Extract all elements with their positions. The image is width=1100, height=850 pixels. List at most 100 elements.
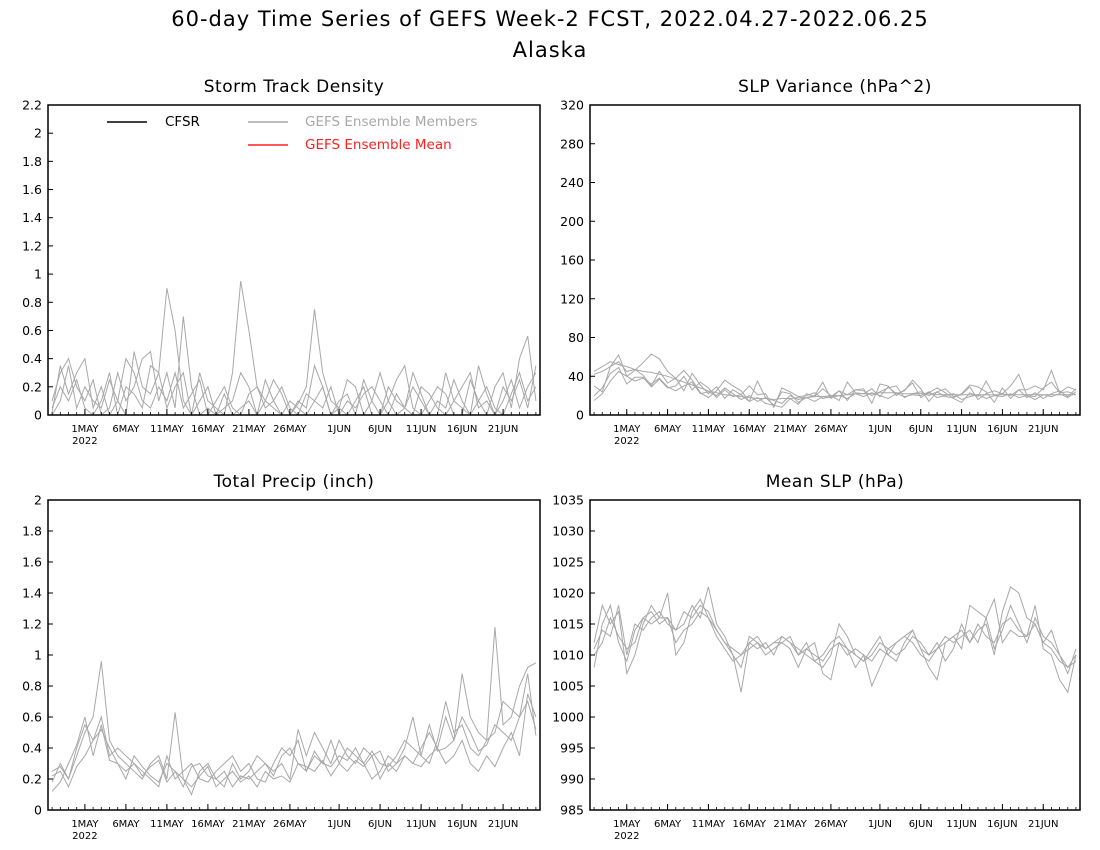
x-tick-label: 16MAY: [191, 424, 225, 435]
y-tick-label: 0.8: [22, 679, 42, 694]
legend-label-cfsr: CFSR: [165, 114, 200, 130]
x-tick-label: 11MAY: [150, 819, 184, 830]
y-tick-label: 2: [34, 126, 42, 141]
y-tick-label: 1.8: [22, 524, 42, 539]
y-tick-label: 990: [560, 772, 584, 787]
x-tick-label: 21MAY: [773, 819, 807, 830]
y-tick-label: 0: [576, 408, 584, 423]
y-tick-label: 1005: [552, 679, 584, 694]
x-tick-label: 11MAY: [692, 424, 726, 435]
x-tick-label: 1JUN: [868, 819, 892, 830]
y-tick-label: 1.2: [22, 238, 42, 253]
y-tick-label: 985: [560, 803, 584, 818]
y-tick-label: 1015: [552, 617, 584, 632]
legend-label-members: GEFS Ensemble Members: [305, 114, 477, 130]
y-tick-label: 995: [560, 741, 584, 756]
x-tick-label: 16MAY: [732, 424, 766, 435]
x-tick-label: 11JUN: [946, 424, 976, 435]
y-tick-label: 2.2: [22, 98, 42, 113]
x-tick-label: 1MAY: [71, 424, 99, 435]
y-tick-label: 0.4: [22, 351, 42, 366]
y-tick-label: 1020: [552, 586, 584, 601]
y-tick-label: 120: [560, 291, 584, 306]
y-tick-label: 1.6: [22, 182, 42, 197]
y-tick-label: 1.8: [22, 154, 42, 169]
y-tick-label: 0: [34, 408, 42, 423]
y-tick-label: 2: [34, 493, 42, 508]
y-tick-label: 200: [560, 214, 584, 229]
figure-title: 60-day Time Series of GEFS Week-2 FCST, …: [171, 7, 929, 31]
y-tick-label: 1.4: [22, 210, 42, 225]
y-tick-label: 160: [560, 253, 584, 268]
x-tick-label: 6MAY: [654, 819, 682, 830]
x-tick-label: 1JUN: [868, 424, 892, 435]
x-tick-label: 6JUN: [368, 819, 392, 830]
x-tick-label: 26MAY: [273, 819, 307, 830]
x-tick-label: 6JUN: [909, 424, 933, 435]
x-tick-label: 21JUN: [488, 819, 518, 830]
x-tick-label: 21JUN: [1028, 819, 1058, 830]
x-tick-label: 6MAY: [112, 424, 140, 435]
x-tick-label: 21JUN: [1028, 424, 1058, 435]
y-tick-label: 0.8: [22, 295, 42, 310]
x-tick-label: 16JUN: [987, 819, 1017, 830]
x-tick-label: 6MAY: [112, 819, 140, 830]
y-tick-label: 1.6: [22, 555, 42, 570]
x-tick-label: 1MAY: [613, 424, 641, 435]
panel-title: Total Precip (inch): [213, 472, 375, 492]
y-tick-label: 0.6: [22, 710, 42, 725]
y-tick-label: 1025: [552, 555, 584, 570]
x-tick-label: 11MAY: [150, 424, 184, 435]
x-tick-label: 26MAY: [814, 424, 848, 435]
x-year-label: 2022: [72, 436, 97, 447]
x-tick-label: 16JUN: [987, 424, 1017, 435]
x-tick-label: 11JUN: [406, 424, 436, 435]
x-tick-label: 21MAY: [773, 424, 807, 435]
y-tick-label: 1010: [552, 648, 584, 663]
x-tick-label: 1MAY: [613, 819, 641, 830]
x-year-label: 2022: [614, 436, 639, 447]
y-tick-label: 0.2: [22, 379, 42, 394]
y-tick-label: 40: [568, 369, 584, 384]
legend-label-mean: GEFS Ensemble Mean: [305, 137, 452, 153]
x-tick-label: 11JUN: [406, 819, 436, 830]
x-tick-label: 1JUN: [327, 424, 351, 435]
x-tick-label: 21MAY: [232, 424, 266, 435]
x-tick-label: 1MAY: [71, 819, 99, 830]
x-tick-label: 21MAY: [232, 819, 266, 830]
x-tick-label: 21JUN: [488, 424, 518, 435]
x-tick-label: 6MAY: [654, 424, 682, 435]
y-tick-label: 1: [34, 648, 42, 663]
y-tick-label: 0.6: [22, 323, 42, 338]
x-tick-label: 26MAY: [814, 819, 848, 830]
x-tick-label: 11MAY: [692, 819, 726, 830]
y-tick-label: 0.2: [22, 772, 42, 787]
panel-title: SLP Variance (hPa^2): [738, 77, 932, 97]
panel-title: Storm Track Density: [204, 77, 385, 97]
y-tick-label: 1030: [552, 524, 584, 539]
y-tick-label: 240: [560, 175, 584, 190]
x-tick-label: 1JUN: [327, 819, 351, 830]
y-tick-label: 80: [568, 330, 584, 345]
x-year-label: 2022: [614, 831, 639, 842]
panel-title: Mean SLP (hPa): [766, 472, 905, 492]
y-tick-label: 1035: [552, 493, 584, 508]
y-tick-label: 1.4: [22, 586, 42, 601]
x-tick-label: 16MAY: [191, 819, 225, 830]
y-tick-label: 0: [34, 803, 42, 818]
x-tick-label: 16MAY: [732, 819, 766, 830]
x-tick-label: 6JUN: [909, 819, 933, 830]
x-tick-label: 11JUN: [946, 819, 976, 830]
y-tick-label: 1000: [552, 710, 584, 725]
x-tick-label: 16JUN: [447, 424, 477, 435]
y-tick-label: 320: [560, 98, 584, 113]
x-tick-label: 16JUN: [447, 819, 477, 830]
x-tick-label: 26MAY: [273, 424, 307, 435]
figure-subtitle: Alaska: [513, 38, 588, 62]
x-year-label: 2022: [72, 831, 97, 842]
y-tick-label: 1: [34, 267, 42, 282]
y-tick-label: 280: [560, 136, 584, 151]
x-tick-label: 6JUN: [368, 424, 392, 435]
y-tick-label: 0.4: [22, 741, 42, 756]
